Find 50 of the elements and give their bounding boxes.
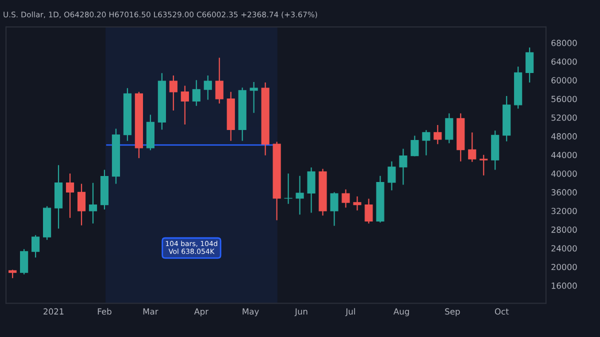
candlestick xyxy=(296,175,304,216)
candlestick xyxy=(204,74,212,100)
y-tick-label: 60000 xyxy=(551,77,577,84)
candlestick xyxy=(445,112,454,144)
candlestick xyxy=(215,57,224,104)
y-tick-label: 52000 xyxy=(552,114,577,121)
candlestick xyxy=(434,124,442,145)
y-tick-label: 36000 xyxy=(551,189,577,196)
y-tick-label: 32000 xyxy=(551,208,577,214)
candlestick xyxy=(388,160,396,191)
candlestick xyxy=(526,46,534,84)
candlestick xyxy=(250,81,258,114)
y-tick-label: 56000 xyxy=(552,96,577,102)
y-tick-label: 20000 xyxy=(551,264,577,270)
candlestick xyxy=(180,85,189,126)
x-tick-label: Jul xyxy=(345,308,355,316)
x-tick-label: Mar xyxy=(143,308,158,315)
x-tick-label: Oct xyxy=(494,308,509,315)
candlestick xyxy=(468,132,476,162)
candlestick xyxy=(169,74,178,112)
candlestick xyxy=(32,234,40,258)
x-tick-label: Sep xyxy=(445,308,460,316)
candlestick xyxy=(77,183,86,226)
x-tick-label: 2021 xyxy=(44,308,64,315)
y-tick-label: 44000 xyxy=(551,152,577,158)
candlestick xyxy=(480,154,488,176)
candlestick xyxy=(330,192,338,226)
candlestick xyxy=(66,172,74,218)
x-tick-label: Jun xyxy=(294,308,308,316)
candlestick xyxy=(307,166,316,214)
y-tick-label: 28000 xyxy=(551,226,577,233)
y-tick-label: 40000 xyxy=(551,170,577,177)
y-tick-label: 64000 xyxy=(551,58,577,65)
candlestick xyxy=(410,135,419,157)
x-tick-label: Feb xyxy=(98,308,112,315)
y-tick-label: 48000 xyxy=(551,133,577,140)
candlestick xyxy=(88,182,98,224)
x-tick-label: Aug xyxy=(393,308,409,316)
x-tick-label: May xyxy=(242,308,259,316)
candlestick xyxy=(353,196,362,211)
candlestick xyxy=(364,198,373,224)
x-tick-label: Apr xyxy=(194,308,209,316)
candlestick xyxy=(20,248,28,275)
candlestick xyxy=(399,148,408,186)
y-tick-label: 24000 xyxy=(551,245,577,252)
candlestick xyxy=(192,80,200,106)
candlestick xyxy=(422,130,430,156)
y-tick-label: 68000 xyxy=(551,40,577,46)
y-tick-label: 16000 xyxy=(552,282,577,289)
candlestick xyxy=(342,188,350,208)
